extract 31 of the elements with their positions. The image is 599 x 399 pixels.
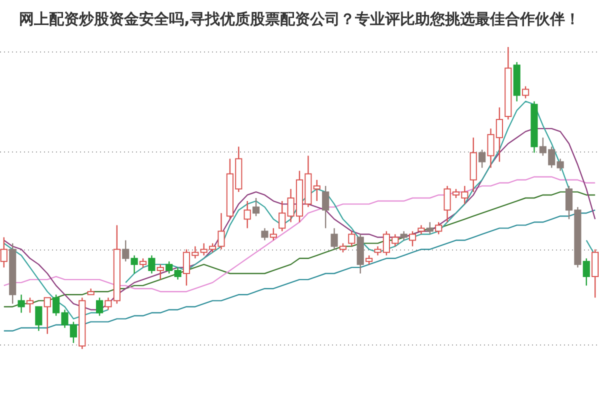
candlestick [556,158,564,172]
candlestick [35,306,42,332]
candlestick [261,228,268,241]
candlestick [244,200,251,229]
candlestick [44,297,51,334]
candlestick [313,179,320,202]
candlestick [330,228,338,250]
candlestick [148,254,156,274]
candlestick [408,230,416,247]
candlestick [139,258,147,268]
candlestick [522,86,530,99]
candlestick [122,240,130,262]
candlestick [96,297,104,316]
candlestick [26,297,34,314]
candlestick [278,200,286,232]
candlestick [400,230,408,241]
candlestick [156,264,164,280]
candlestick [582,258,590,286]
candlestick [348,230,356,247]
candlestick [339,242,347,253]
candlestick [478,149,486,168]
candlestick [270,228,277,241]
candlestick [366,254,373,266]
candlestick [130,254,138,274]
candlestick [18,294,25,314]
candlestick [426,222,434,235]
candlestick [435,222,442,235]
candlestick [418,224,425,235]
candlestick [252,197,260,217]
chart-title: 网上配资炒股资金安全吗,寻找优质股票配资公司？专业评比助您挑选最佳合作伙伴！ [19,10,580,28]
candlestick [322,185,330,229]
